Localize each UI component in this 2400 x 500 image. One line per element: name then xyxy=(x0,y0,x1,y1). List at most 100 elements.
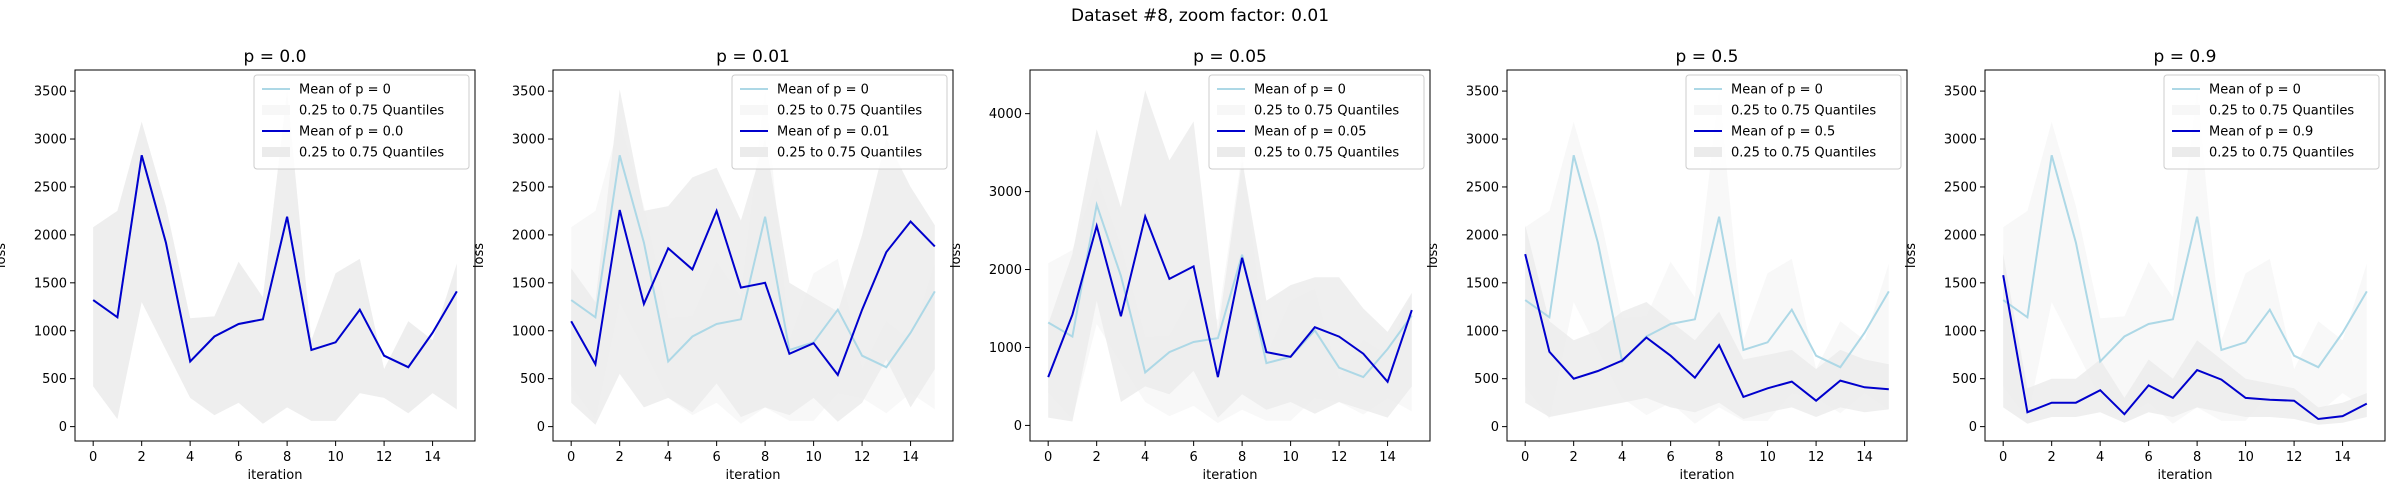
x-axis-label: iteration xyxy=(1680,468,1735,483)
x-tick-label: 10 xyxy=(327,450,344,465)
x-axis-label: iteration xyxy=(1203,468,1258,483)
baseline-mean-line xyxy=(1047,200,1413,379)
x-tick-label: 0 xyxy=(1044,450,1052,465)
legend-patch-swatch xyxy=(740,105,768,115)
subplot-title: p = 0.9 xyxy=(2154,47,2217,67)
x-tick-label: 6 xyxy=(2144,450,2152,465)
axes-frame xyxy=(552,69,954,442)
y-tick-label: 0 xyxy=(1014,419,1022,434)
legend-patch-swatch xyxy=(1217,147,1245,157)
x-tick-label: 2 xyxy=(138,450,146,465)
legend-frame xyxy=(731,74,948,170)
y-axis-label: loss xyxy=(0,243,9,268)
x-tick-label: 2 xyxy=(1570,450,1578,465)
legend-entry-label: 0.25 to 0.75 Quantiles xyxy=(1731,104,1876,119)
legend-entry-label: Mean of p = 0.9 xyxy=(2209,125,2313,140)
legend-entry-label: Mean of p = 0 xyxy=(777,83,869,98)
plot-area xyxy=(92,91,458,424)
y-axis-label: loss xyxy=(1426,243,1441,268)
axes-frame xyxy=(1029,69,1431,442)
legend-entry-label: Mean of p = 0.01 xyxy=(777,125,890,140)
main-mean-line xyxy=(2002,275,2368,421)
x-tick-label: 8 xyxy=(761,450,769,465)
main-quantile-band xyxy=(571,89,935,425)
x-tick-label: 0 xyxy=(1521,450,1529,465)
x-axis-label: iteration xyxy=(726,468,781,483)
legend-entry-label: Mean of p = 0 xyxy=(1731,83,1823,98)
subplot-title: p = 0.05 xyxy=(1193,47,1267,67)
legend-entry-label: Mean of p = 0 xyxy=(2209,83,2301,98)
y-tick-label: 2500 xyxy=(512,180,545,195)
y-tick-label: 3000 xyxy=(1466,133,1499,148)
x-tick-label: 0 xyxy=(1999,450,2007,465)
y-axis-label: loss xyxy=(949,243,964,268)
legend-entry-label: Mean of p = 0 xyxy=(1254,83,1346,98)
x-tick-label: 4 xyxy=(2096,450,2104,465)
x-tick-label: 0 xyxy=(89,450,97,465)
legend-entry-label: 0.25 to 0.75 Quantiles xyxy=(1254,146,1399,161)
y-tick-label: 2000 xyxy=(34,228,67,243)
x-tick-label: 12 xyxy=(854,450,871,465)
legend: Mean of p = 0 0.25 to 0.75 Quantiles Mean … xyxy=(1685,74,1902,170)
subplot-title: p = 0.5 xyxy=(1676,47,1739,67)
legend: Mean of p = 0 0.25 to 0.75 Quantiles Mean … xyxy=(731,74,948,170)
x-tick-label: 2 xyxy=(2048,450,2056,465)
x-tick-label: 14 xyxy=(2334,450,2351,465)
x-tick-label: 6 xyxy=(1189,450,1197,465)
y-tick-label: 4000 xyxy=(989,107,1022,122)
legend-frame xyxy=(1685,74,1902,170)
x-tick-label: 12 xyxy=(1808,450,1825,465)
plot-area xyxy=(1047,90,1413,424)
y-tick-label: 0 xyxy=(1491,420,1499,435)
plot-area xyxy=(570,89,936,425)
y-tick-label: 1000 xyxy=(1944,324,1977,339)
x-tick-label: 4 xyxy=(1618,450,1626,465)
main-quantile-band xyxy=(2003,254,2367,425)
subplot-3: 0 2 4 6 8 10 12 14 0 500 1000 1500 2000 2500 3000 3500 p… xyxy=(1426,47,1908,483)
legend-patch-swatch xyxy=(262,147,290,157)
x-tick-label: 4 xyxy=(186,450,194,465)
y-tick-label: 500 xyxy=(1474,372,1499,387)
y-tick-label: 2000 xyxy=(1944,228,1977,243)
legend-patch-swatch xyxy=(740,147,768,157)
y-axis-label: loss xyxy=(472,243,487,268)
legend-entry-label: 0.25 to 0.75 Quantiles xyxy=(2209,146,2354,161)
subplot-4: 0 2 4 6 8 10 12 14 0 500 1000 1500 2000 2500 3000 3500 p… xyxy=(1904,47,2386,483)
x-tick-label: 10 xyxy=(2237,450,2254,465)
x-tick-label: 14 xyxy=(1379,450,1396,465)
y-tick-label: 1500 xyxy=(34,276,67,291)
legend-frame xyxy=(253,74,470,170)
main-quantile-band xyxy=(1525,225,1889,419)
x-tick-label: 4 xyxy=(1141,450,1149,465)
plot-area xyxy=(2002,91,2368,425)
x-tick-label: 12 xyxy=(376,450,393,465)
x-tick-label: 14 xyxy=(902,450,919,465)
baseline-mean-line xyxy=(2002,155,2368,369)
y-axis-label: loss xyxy=(1904,243,1919,268)
legend-entry-label: Mean of p = 0.05 xyxy=(1254,125,1367,140)
main-mean-line xyxy=(570,207,936,377)
y-tick-label: 500 xyxy=(520,372,545,387)
y-tick-label: 3500 xyxy=(34,85,67,100)
x-tick-label: 8 xyxy=(283,450,291,465)
y-tick-label: 500 xyxy=(1952,372,1977,387)
legend-entry-label: 0.25 to 0.75 Quantiles xyxy=(1254,104,1399,119)
legend-entry-label: Mean of p = 0.5 xyxy=(1731,125,1835,140)
x-tick-label: 0 xyxy=(567,450,575,465)
subplot-title: p = 0.01 xyxy=(716,47,790,67)
x-tick-label: 6 xyxy=(1666,450,1674,465)
x-tick-label: 2 xyxy=(616,450,624,465)
x-tick-label: 10 xyxy=(1759,450,1776,465)
y-tick-label: 0 xyxy=(59,420,67,435)
axes-frame xyxy=(1984,69,2386,442)
y-tick-label: 2500 xyxy=(1944,180,1977,195)
x-tick-label: 10 xyxy=(1282,450,1299,465)
y-tick-label: 1500 xyxy=(1944,276,1977,291)
main-mean-line xyxy=(1524,253,1889,402)
x-tick-label: 6 xyxy=(234,450,242,465)
legend-entry-label: 0.25 to 0.75 Quantiles xyxy=(299,104,444,119)
plot-area xyxy=(1524,91,1890,424)
y-tick-label: 1000 xyxy=(989,341,1022,356)
legend-entry-label: 0.25 to 0.75 Quantiles xyxy=(777,146,922,161)
